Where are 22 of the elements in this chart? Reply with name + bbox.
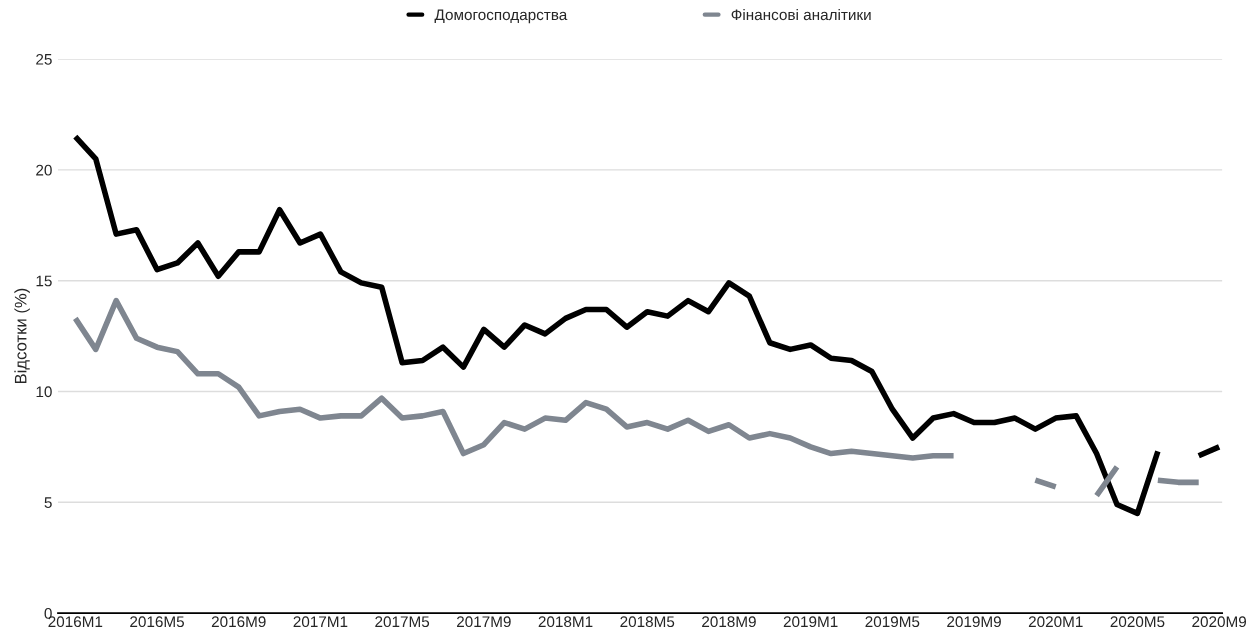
y-tick-label: 10 [36,386,52,398]
x-tick-label: 2020M9 [1192,616,1247,628]
x-tick-label: 2020M5 [1110,616,1165,628]
x-tick-label: 2020M1 [1028,616,1083,628]
x-tick-label: 2019M9 [947,616,1001,628]
x-tick-label: 2017M1 [293,616,348,628]
x-tick-label: 2016M5 [130,616,184,628]
x-tick-label: 2019M5 [865,616,920,628]
x-tick-label: 2017M9 [456,616,511,628]
y-tick-label: 15 [36,275,52,287]
x-tick-label: 2017M5 [375,616,430,628]
y-tick-label: 25 [36,53,52,65]
x-tick-label: 2016M9 [211,616,266,628]
y-axis-title: Відсотки (%) [14,288,30,384]
x-tick-label: 2018M9 [702,616,756,628]
x-tick-label: 2018M5 [620,616,675,628]
y-tick-label: 20 [36,164,52,176]
legend-label: Фінансові аналітики [731,8,871,21]
y-tick-label: 5 [44,497,52,508]
x-tick-label: 2019M1 [783,616,838,628]
x-tick-label: 2018M1 [538,616,593,628]
legend-label: Домогосподарства [434,9,568,24]
